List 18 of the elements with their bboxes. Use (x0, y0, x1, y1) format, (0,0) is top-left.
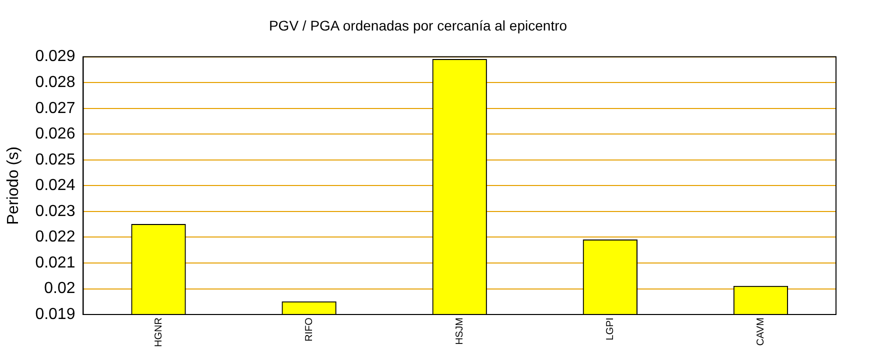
y-tick-label: 0.022 (35, 228, 76, 246)
x-tick-label: CAVM (755, 318, 766, 346)
y-tick-label: 0.023 (35, 202, 76, 220)
y-tick-label: 0.029 (35, 48, 76, 66)
y-tick-label: 0.026 (35, 126, 76, 143)
y-tick-label: 0.02 (44, 280, 76, 298)
chart-title: PGV / PGA ordenadas por cercanía al epicentro (268, 17, 568, 34)
x-tick-label: LGPI (604, 318, 616, 340)
x-tick-label: RIFO (304, 317, 315, 342)
y-tick-label: 0.021 (35, 254, 76, 272)
y-tick-label: 0.024 (35, 177, 76, 194)
x-tick-label: HGNR (153, 318, 164, 348)
y-tick-label: 0.028 (35, 74, 76, 91)
y-axis-title: Periodo (s) (5, 146, 22, 225)
y-tick-label: 0.025 (35, 151, 76, 168)
y-tick-label: 0.027 (35, 100, 76, 117)
x-tick-label: HSJM (454, 318, 466, 345)
y-tick-label: 0.019 (35, 306, 76, 323)
